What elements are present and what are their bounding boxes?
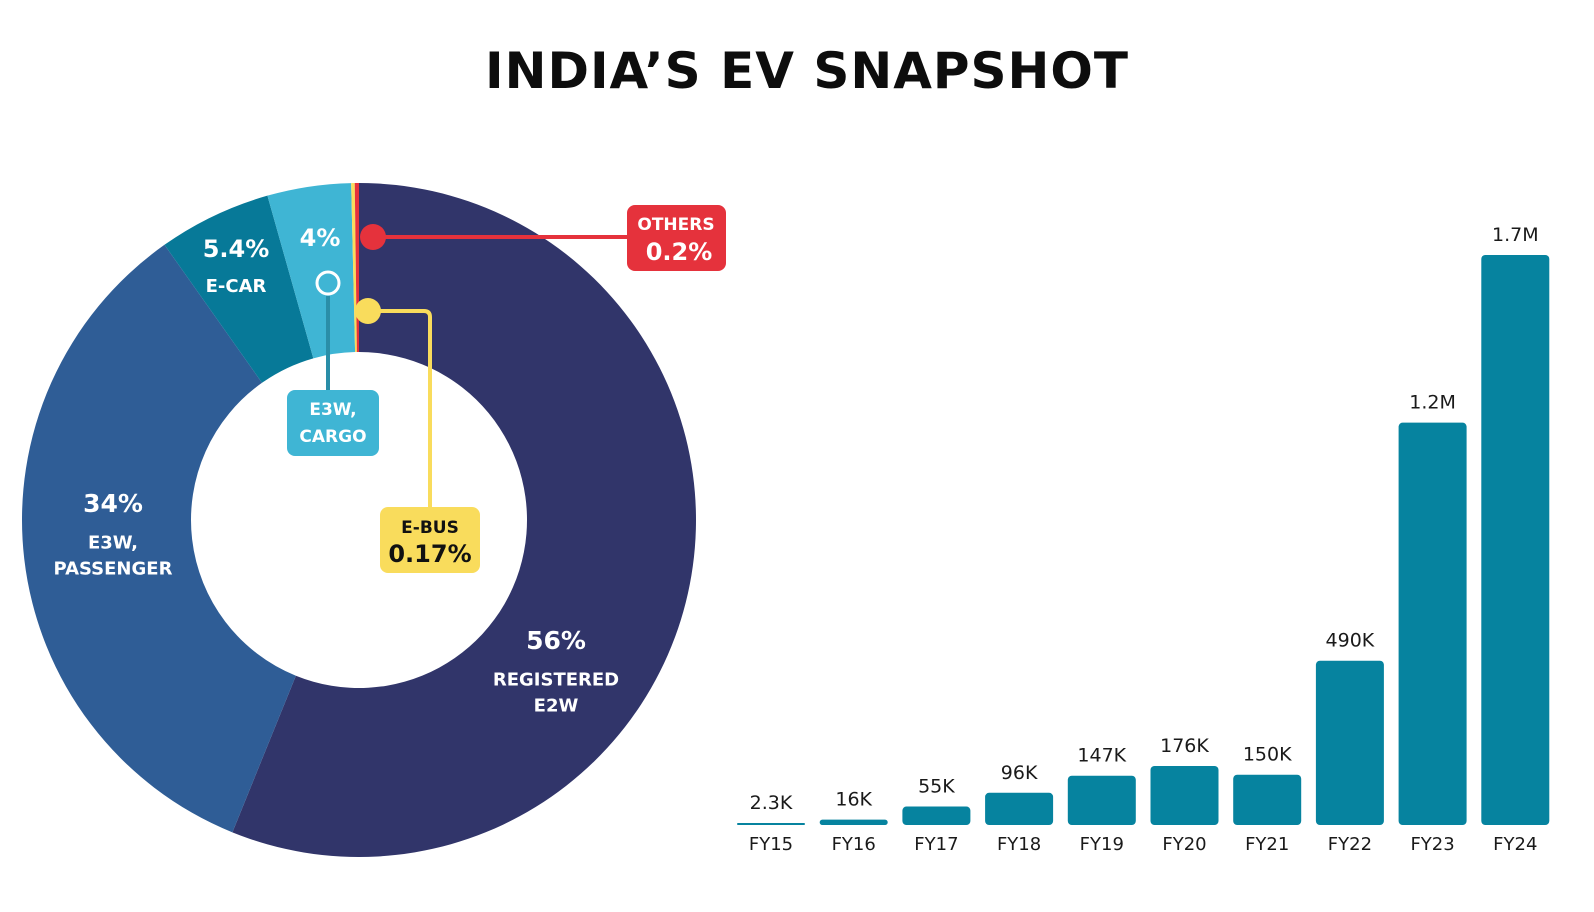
x-tick-label: FY19 xyxy=(1080,834,1124,855)
bar-value-label: 490K xyxy=(1326,630,1375,652)
slice-name-label: E3W, xyxy=(88,532,138,553)
bar-value-label: 150K xyxy=(1243,744,1292,766)
bar-value-label: 96K xyxy=(1001,762,1038,784)
x-tick-label: FY15 xyxy=(749,834,793,855)
bar-value-label: 1.2M xyxy=(1409,392,1456,414)
bar xyxy=(737,823,805,825)
label-ecar: 5.4% E-CAR xyxy=(203,235,270,297)
callout-marker xyxy=(355,298,381,324)
slice-name-label: PASSENGER xyxy=(54,558,173,579)
callout-others: OTHERS 0.2% xyxy=(360,205,726,271)
donut-chart xyxy=(21,183,697,857)
x-tick-label: FY17 xyxy=(914,834,958,855)
bar xyxy=(1315,660,1384,825)
bar xyxy=(1067,775,1136,825)
x-tick-label: FY23 xyxy=(1410,834,1454,855)
slice-ecar xyxy=(164,195,314,383)
callout-box xyxy=(287,390,379,456)
slice-e3w-cargo xyxy=(267,183,356,359)
bar-value-label: 1.7M xyxy=(1492,224,1539,246)
slice-name-label: REGISTERED xyxy=(493,669,619,690)
callout-percent-label: 0.17% xyxy=(388,540,471,568)
callout-name-label: E-BUS xyxy=(401,518,459,538)
bar-value-label: 176K xyxy=(1160,735,1209,757)
slice-percent-label: 56% xyxy=(526,626,586,655)
callout-name-label: CARGO xyxy=(299,427,366,447)
slice-percent-label: 5.4% xyxy=(203,235,270,263)
slice-name-label: E2W xyxy=(534,695,579,716)
bar-value-label: 16K xyxy=(835,789,872,811)
callout-name-label: OTHERS xyxy=(637,215,714,235)
label-e3w-passenger: 34% E3W, PASSENGER xyxy=(54,489,173,579)
x-tick-label: FY21 xyxy=(1245,834,1289,855)
slice-e2w xyxy=(232,183,697,857)
callout-marker xyxy=(315,270,341,296)
bar xyxy=(1150,765,1219,825)
callout-marker xyxy=(360,224,386,250)
x-tick-label: FY24 xyxy=(1493,834,1537,855)
bar-value-label: 2.3K xyxy=(750,792,793,814)
bar-chart: 2.3K FY15 16K FY16 55K FY17 96K FY18 147K FY19 176… xyxy=(737,224,1550,855)
x-tick-label: FY20 xyxy=(1162,834,1206,855)
callout-e3w-cargo: E3W, CARGO xyxy=(287,270,379,456)
callout-line xyxy=(368,309,432,510)
bar xyxy=(902,806,971,825)
slice-e3w-passenger xyxy=(21,244,296,833)
x-tick-label: FY16 xyxy=(832,834,876,855)
callout-name-label: E3W, xyxy=(309,400,356,420)
x-tick-label: FY18 xyxy=(997,834,1041,855)
bar xyxy=(985,792,1054,825)
chart-title: INDIA’S EV SNAPSHOT xyxy=(485,42,1129,100)
x-tick-label: FY22 xyxy=(1328,834,1372,855)
callout-box xyxy=(627,205,726,271)
callout-percent-label: 0.2% xyxy=(646,238,713,266)
bar-value-label: 147K xyxy=(1077,745,1126,767)
bar xyxy=(1398,422,1467,825)
bar xyxy=(1481,255,1550,825)
slice-name-label: E-CAR xyxy=(206,276,267,297)
slice-percent-label: 34% xyxy=(83,489,143,518)
label-e2w: 56% REGISTERED E2W xyxy=(493,626,619,716)
slice-percent-label: 4% xyxy=(300,224,341,252)
callout-box xyxy=(380,507,480,573)
bar xyxy=(1233,774,1302,825)
bar xyxy=(819,819,888,825)
bar-value-label: 55K xyxy=(918,776,955,798)
